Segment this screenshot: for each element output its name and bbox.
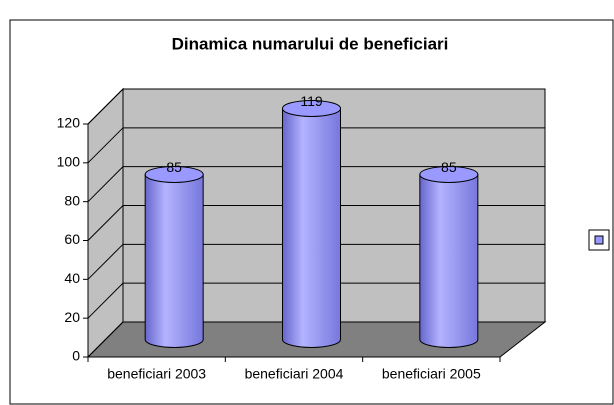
x-tick-label: beneficiari 2005 [382, 366, 481, 382]
x-tick-label: beneficiari 2003 [107, 366, 206, 382]
y-tick-label: 60 [64, 231, 80, 247]
bar-top [282, 99, 341, 117]
legend-swatch [594, 235, 604, 245]
grid-line [87, 321, 545, 358]
data-label: 85 [441, 159, 457, 175]
grid-line [87, 282, 545, 319]
data-label: 119 [300, 93, 323, 109]
bar-top [144, 165, 204, 183]
grid-line [87, 88, 545, 125]
y-tick-label: 20 [64, 309, 80, 325]
bar-top [419, 165, 479, 183]
grid-line [87, 243, 545, 280]
chart-title: Dinamica numarului de beneficiari [172, 34, 449, 53]
bar [144, 173, 204, 348]
grid-line [87, 166, 545, 203]
y-tick-label: 40 [64, 270, 80, 286]
grid-line [87, 205, 545, 241]
y-tick-label: 120 [57, 115, 81, 131]
plot-area: 0 20 40 60 80 100 120 beneficiari 2003 85 benefic… [57, 87, 547, 382]
data-label: 85 [166, 159, 182, 175]
bar [282, 107, 341, 348]
bar [419, 173, 479, 348]
y-tick-label: 0 [72, 348, 80, 364]
y-tick-label: 100 [57, 154, 81, 170]
y-tick-label: 80 [64, 192, 80, 208]
grid-line [87, 127, 545, 164]
x-tick-label: beneficiari 2004 [245, 366, 344, 382]
